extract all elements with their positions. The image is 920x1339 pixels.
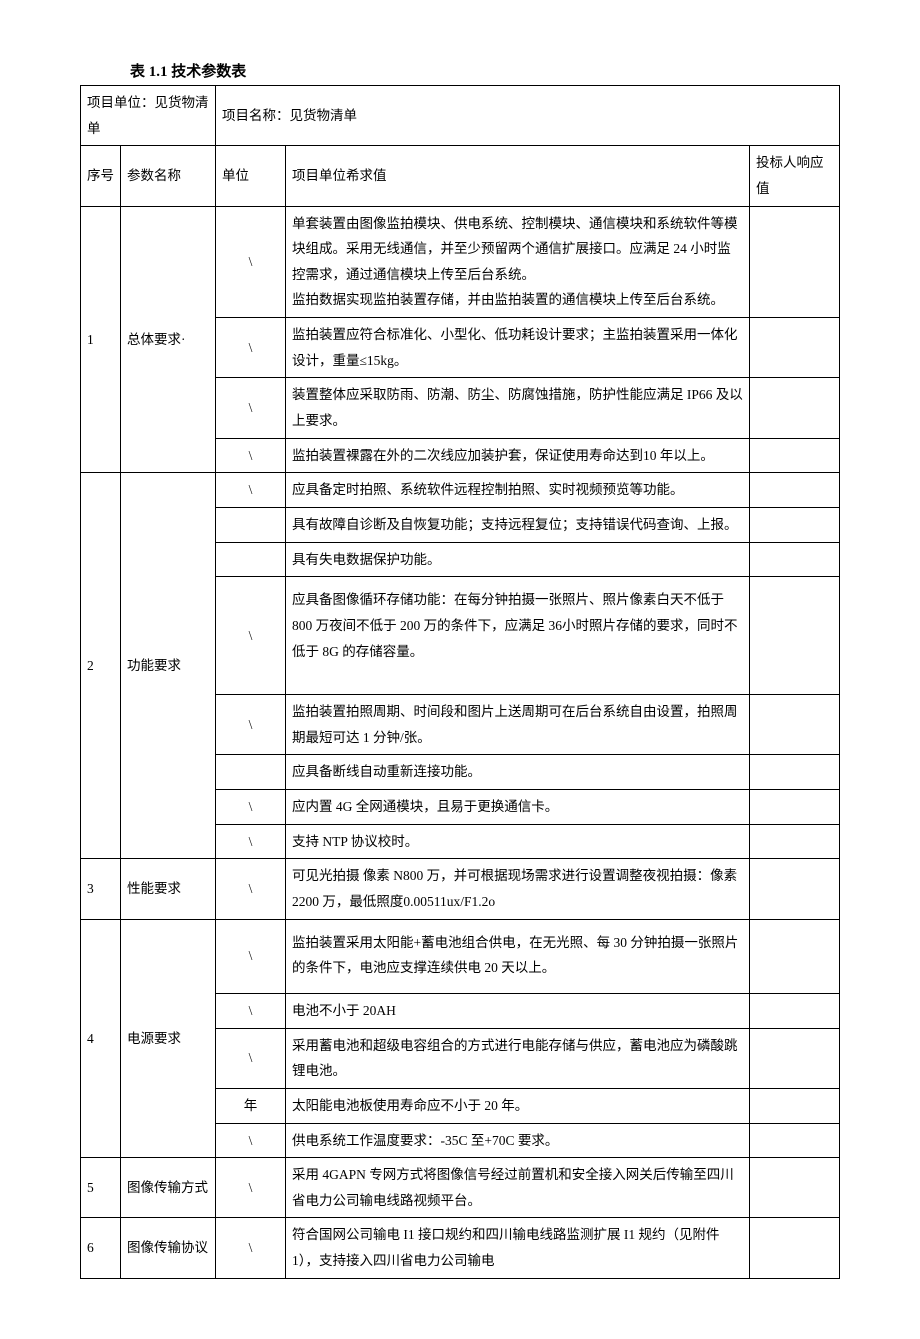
seq-cell: 2 [81,473,121,859]
unit-cell: \ [216,993,286,1028]
resp-cell [749,318,839,378]
seq-cell: 5 [81,1158,121,1218]
req-cell: 具有失电数据保护功能。 [286,542,750,577]
resp-cell [749,859,839,919]
req-cell: 监拍装置应符合标准化、小型化、低功耗设计要求；主监拍装置采用一体化设计，重量≤1… [286,318,750,378]
req-cell: 监拍装置裸露在外的二次线应加装护套，保证使用寿命达到10 年以上。 [286,438,750,473]
seq-cell: 6 [81,1218,121,1278]
unit-cell: \ [216,318,286,378]
resp-cell [749,993,839,1028]
unit-cell: \ [216,473,286,508]
resp-cell [749,695,839,755]
req-cell: 监拍装置采用太阳能+蓄电池组合供电，在无光照、每 30 分钟拍摄一张照片的条件下… [286,919,750,993]
unit-cell: \ [216,438,286,473]
resp-cell [749,507,839,542]
table-title: 表 1.1 技术参数表 [130,60,840,81]
unit-cell [216,507,286,542]
unit-cell: \ [216,1028,286,1088]
param-cell: 性能要求 [121,859,216,919]
unit-cell [216,542,286,577]
param-cell: 总体要求· [121,206,216,473]
unit-cell: \ [216,1158,286,1218]
req-cell: 电池不小于 20AH [286,993,750,1028]
seq-cell: 4 [81,919,121,1157]
header-row: 序号 参数名称 单位 项目单位希求值 投标人响应值 [81,146,840,206]
unit-cell [216,755,286,790]
req-cell: 应内置 4G 全网通模块，且易于更换通信卡。 [286,790,750,825]
resp-cell [749,577,839,695]
unit-cell: 年 [216,1088,286,1123]
unit-cell: \ [216,206,286,318]
spec-table: 项目单位：见货物清单 项目名称：见货物清单 序号 参数名称 单位 项目单位希求值… [80,85,840,1279]
unit-cell: \ [216,919,286,993]
resp-cell [749,473,839,508]
req-cell: 支持 NTP 协议校时。 [286,824,750,859]
unit-cell: \ [216,695,286,755]
table-row: 2 功能要求 \ 应具备定时拍照、系统软件远程控制拍照、实时视频预览等功能。 [81,473,840,508]
table-row: 3 性能要求 \ 可见光拍摄 像素 N800 万，并可根据现场需求进行设置调整夜… [81,859,840,919]
unit-cell: \ [216,824,286,859]
project-unit-cell: 项目单位：见货物清单 [81,86,216,146]
header-req: 项目单位希求值 [286,146,750,206]
resp-cell [749,378,839,438]
resp-cell [749,206,839,318]
req-cell: 单套装置由图像监拍模块、供电系统、控制模块、通信模块和系统软件等模块组成。采用无… [286,206,750,318]
unit-cell: \ [216,859,286,919]
req-cell: 太阳能电池板使用寿命应不小于 20 年。 [286,1088,750,1123]
resp-cell [749,790,839,825]
unit-cell: \ [216,790,286,825]
resp-cell [749,919,839,993]
req-cell: 应具备断线自动重新连接功能。 [286,755,750,790]
resp-cell [749,1123,839,1158]
resp-cell [749,1028,839,1088]
resp-cell [749,1088,839,1123]
param-cell: 图像传输方式 [121,1158,216,1218]
header-resp: 投标人响应值 [749,146,839,206]
req-cell: 应具备图像循环存储功能：在每分钟拍摄一张照片、照片像素白天不低于 800 万夜间… [286,577,750,695]
req-cell: 可见光拍摄 像素 N800 万，并可根据现场需求进行设置调整夜视拍摄：像素 22… [286,859,750,919]
req-cell: 采用 4GAPN 专网方式将图像信号经过前置机和安全接入网关后传输至四川省电力公… [286,1158,750,1218]
resp-cell [749,1218,839,1278]
req-cell: 具有故障自诊断及自恢复功能；支持远程复位；支持错误代码查询、上报。 [286,507,750,542]
project-name-cell: 项目名称：见货物清单 [216,86,840,146]
req-cell: 符合国网公司输电 I1 接口规约和四川输电线路监测扩展 I1 规约（见附件 1）… [286,1218,750,1278]
param-cell: 电源要求 [121,919,216,1157]
param-cell: 功能要求 [121,473,216,859]
table-row: 4 电源要求 \ 监拍装置采用太阳能+蓄电池组合供电，在无光照、每 30 分钟拍… [81,919,840,993]
header-unit: 单位 [216,146,286,206]
table-row: 6 图像传输协议 \ 符合国网公司输电 I1 接口规约和四川输电线路监测扩展 I… [81,1218,840,1278]
req-cell: 监拍装置拍照周期、时间段和图片上送周期可在后台系统自由设置，拍照周期最短可达 1… [286,695,750,755]
req-cell: 装置整体应采取防雨、防潮、防尘、防腐蚀措施，防护性能应满足 IP66 及以上要求… [286,378,750,438]
unit-cell: \ [216,1123,286,1158]
req-cell: 采用蓄电池和超级电容组合的方式进行电能存储与供应，蓄电池应为磷酸跳锂电池。 [286,1028,750,1088]
resp-cell [749,438,839,473]
resp-cell [749,755,839,790]
unit-cell: \ [216,1218,286,1278]
unit-cell: \ [216,378,286,438]
req-cell: 供电系统工作温度要求：-35C 至+70C 要求。 [286,1123,750,1158]
seq-cell: 3 [81,859,121,919]
resp-cell [749,824,839,859]
table-row: 5 图像传输方式 \ 采用 4GAPN 专网方式将图像信号经过前置机和安全接入网… [81,1158,840,1218]
req-cell: 应具备定时拍照、系统软件远程控制拍照、实时视频预览等功能。 [286,473,750,508]
header-seq: 序号 [81,146,121,206]
header-param: 参数名称 [121,146,216,206]
seq-cell: 1 [81,206,121,473]
resp-cell [749,1158,839,1218]
unit-cell: \ [216,577,286,695]
table-row: 1 总体要求· \ 单套装置由图像监拍模块、供电系统、控制模块、通信模块和系统软… [81,206,840,318]
resp-cell [749,542,839,577]
param-cell: 图像传输协议 [121,1218,216,1278]
info-row: 项目单位：见货物清单 项目名称：见货物清单 [81,86,840,146]
